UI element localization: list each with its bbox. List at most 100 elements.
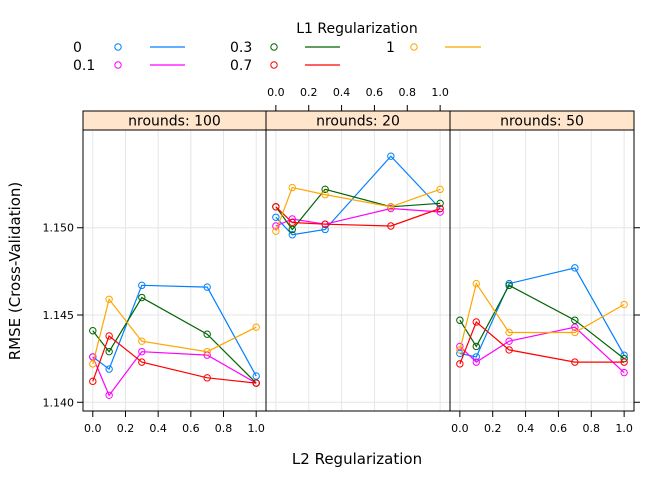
data-point xyxy=(89,353,97,361)
data-point xyxy=(321,220,329,228)
legend-point-symbol xyxy=(270,61,278,69)
series-line xyxy=(459,282,625,351)
legend-point-symbol xyxy=(410,43,418,51)
legend-title: L1 Regularization xyxy=(296,21,418,37)
data-point xyxy=(571,316,579,324)
legend-point-symbol xyxy=(114,61,122,69)
legend-item: 1 xyxy=(386,40,481,56)
series-0.3 xyxy=(456,281,628,363)
panel-strip-label: nrounds: 20 xyxy=(316,114,400,130)
series-1 xyxy=(456,279,628,354)
x-tick-label: 0.4 xyxy=(149,422,167,435)
data-point xyxy=(288,183,296,192)
series-0.7 xyxy=(89,332,260,387)
plot-frame xyxy=(82,110,635,412)
data-point xyxy=(620,358,628,366)
data-point xyxy=(89,327,97,335)
x-tick-label: 0.8 xyxy=(399,86,417,99)
panel-strip-label: nrounds: 50 xyxy=(500,114,584,130)
x-tick-label: 0.6 xyxy=(366,86,384,99)
data-point xyxy=(138,347,146,356)
data-point xyxy=(456,346,464,354)
series-line xyxy=(459,320,625,365)
data-point xyxy=(387,203,395,211)
x-axis-title: L2 Regularization xyxy=(292,450,422,468)
series-1 xyxy=(272,183,444,235)
legend-item: 0.1 xyxy=(73,58,185,74)
series-line xyxy=(459,284,625,360)
series-0.7 xyxy=(456,318,628,368)
legend-item: 0.3 xyxy=(230,40,340,56)
series-0 xyxy=(89,281,260,380)
series-line xyxy=(92,351,257,397)
data-point xyxy=(472,342,480,351)
data-point xyxy=(387,222,395,230)
panel: nrounds: 50 xyxy=(449,110,635,412)
series-line xyxy=(275,155,441,236)
x-tick-label: 0.2 xyxy=(484,422,502,435)
x-tick-label: 0.4 xyxy=(333,86,351,99)
x-axis-panel-2: 0.0 0.2 0.4 0.6 0.8 1.0 xyxy=(267,86,449,111)
panel-border xyxy=(82,129,267,412)
data-point xyxy=(436,204,444,213)
data-point xyxy=(288,231,296,239)
data-point xyxy=(472,318,480,326)
legend-point-symbol xyxy=(270,43,278,51)
series-line xyxy=(92,296,257,384)
x-tick-label: 0.2 xyxy=(117,422,135,435)
data-point xyxy=(456,360,464,368)
data-point xyxy=(571,264,579,272)
series-line xyxy=(92,284,257,377)
data-point xyxy=(571,358,579,366)
y-tick-label: 1.140 xyxy=(43,396,75,409)
panel-strip-label: nrounds: 100 xyxy=(128,114,221,130)
x-tick-label: 1.0 xyxy=(615,422,633,435)
data-point xyxy=(456,316,464,324)
x-tick-label: 0.8 xyxy=(215,422,233,435)
data-point xyxy=(138,293,146,302)
data-point xyxy=(252,372,260,380)
legend-item: 0 xyxy=(73,40,185,56)
x-tick-label: 0.2 xyxy=(300,86,318,99)
data-point xyxy=(436,185,444,194)
series-0.1 xyxy=(89,347,260,399)
data-point xyxy=(138,358,146,366)
legend-item: 0.7 xyxy=(230,58,340,74)
data-point xyxy=(252,379,260,387)
data-point xyxy=(105,365,113,373)
panels: nrounds: 100 nrounds: 20 nrounds: 50 0.0 0.2… xyxy=(43,86,640,435)
legend-label: 0.3 xyxy=(230,40,252,56)
x-tick-label: 0.0 xyxy=(84,422,102,435)
x-axis-panel-1: 0.0 0.2 0.4 0.6 0.8 1.0 xyxy=(84,411,265,435)
data-point xyxy=(272,213,280,221)
data-point xyxy=(272,222,280,230)
data-point xyxy=(89,360,97,368)
data-point xyxy=(203,374,211,382)
x-tick-label: 1.0 xyxy=(247,422,265,435)
data-point xyxy=(620,368,628,377)
y-axis: 1.140 1.145 1.150 xyxy=(43,222,640,409)
data-point xyxy=(620,300,628,309)
panel-border xyxy=(449,129,635,412)
data-point xyxy=(105,332,113,340)
data-point xyxy=(272,227,280,235)
data-point xyxy=(203,347,211,356)
legend-label: 1 xyxy=(386,40,395,56)
x-tick-label: 1.0 xyxy=(431,86,449,99)
data-point xyxy=(203,283,211,291)
data-point xyxy=(620,354,628,363)
legend: L1 Regularization 0 0.1 0.3 0.7 1 xyxy=(73,21,481,74)
data-point xyxy=(203,330,211,338)
data-point xyxy=(252,323,260,331)
y-axis-title: RMSE (Cross-Validation) xyxy=(6,182,24,361)
data-point xyxy=(505,328,513,337)
x-tick-label: 0.6 xyxy=(182,422,200,435)
series-line xyxy=(92,335,257,384)
x-tick-label: 0.8 xyxy=(583,422,601,435)
series-line xyxy=(275,188,441,231)
data-point xyxy=(89,377,97,386)
panel: nrounds: 20 xyxy=(265,110,451,412)
series-1 xyxy=(89,295,260,368)
data-point xyxy=(288,225,296,234)
data-point xyxy=(505,337,513,345)
